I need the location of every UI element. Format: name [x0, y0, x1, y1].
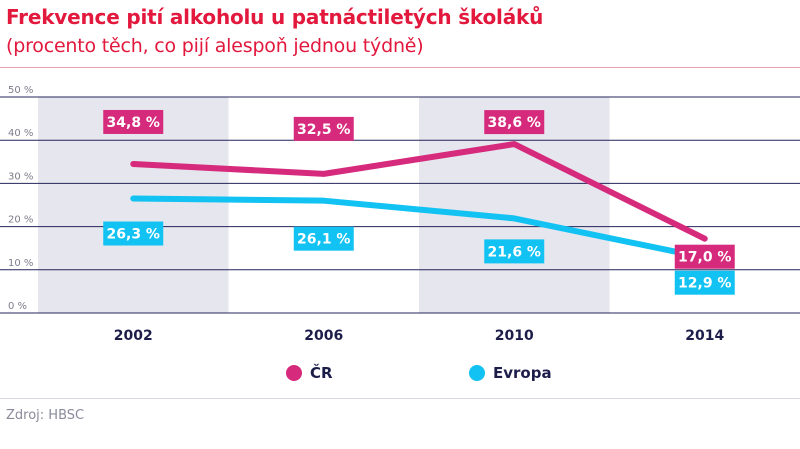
data-label-cr: 17,0 %	[674, 244, 735, 269]
data-label-evropa: 21,6 %	[484, 239, 545, 264]
chart-subtitle: (procento těch, co pijí alespoň jednou t…	[6, 35, 424, 57]
data-label-text: 34,8 %	[107, 115, 160, 131]
legend-label: ČR	[310, 363, 333, 382]
x-tick-label: 2002	[114, 328, 153, 344]
footer-divider	[0, 398, 800, 399]
y-tick-label: 50 %	[8, 85, 33, 96]
x-tick-label: 2006	[304, 328, 343, 344]
x-tick-label: 2014	[685, 328, 724, 344]
legend-marker-Evropa	[469, 365, 485, 381]
data-label-box	[103, 109, 164, 134]
x-tick-label: 2010	[495, 328, 534, 344]
data-label-cr: 32,5 %	[293, 116, 354, 141]
data-label-box	[484, 110, 545, 135]
data-label-text: 21,6 %	[488, 244, 541, 260]
data-label-text: 17,0 %	[678, 250, 731, 266]
data-label-text: 26,1 %	[297, 232, 350, 248]
data-label-box	[293, 226, 354, 251]
data-label-evropa: 26,1 %	[293, 226, 354, 251]
data-label-box	[674, 270, 735, 295]
header-divider	[0, 67, 800, 68]
legend-label: Evropa	[493, 364, 552, 382]
data-label-evropa: 26,3 %	[103, 221, 164, 246]
y-tick-label: 20 %	[8, 215, 33, 226]
y-tick-label: 40 %	[8, 128, 33, 139]
data-label-box	[484, 239, 545, 264]
series-line-ČR	[130, 141, 708, 242]
y-tick-label: 0 %	[8, 301, 27, 312]
data-label-evropa: 12,9 %	[674, 270, 735, 295]
data-label-cr: 34,8 %	[103, 109, 164, 134]
data-label-cr: 38,6 %	[484, 110, 545, 135]
source-note: Zdroj: HBSC	[6, 408, 85, 423]
data-label-box	[293, 116, 354, 141]
data-label-box	[674, 244, 735, 269]
data-label-text: 32,5 %	[297, 122, 350, 138]
series-line-Evropa	[130, 195, 708, 261]
legend-marker-ČR	[286, 365, 302, 381]
data-label-text: 12,9 %	[678, 276, 731, 292]
data-label-box	[103, 221, 164, 246]
chart-title: Frekvence pití alkoholu u patnáctiletých…	[6, 5, 544, 29]
line-chart: 0 % 10 % 20 % 30 % 40 % 50 % 2002 2006 2010 2014 3…	[0, 85, 800, 382]
data-label-text: 38,6 %	[488, 115, 541, 131]
y-tick-label: 10 %	[8, 258, 33, 269]
y-tick-label: 30 %	[8, 171, 33, 182]
data-label-text: 26,3 %	[107, 227, 160, 243]
